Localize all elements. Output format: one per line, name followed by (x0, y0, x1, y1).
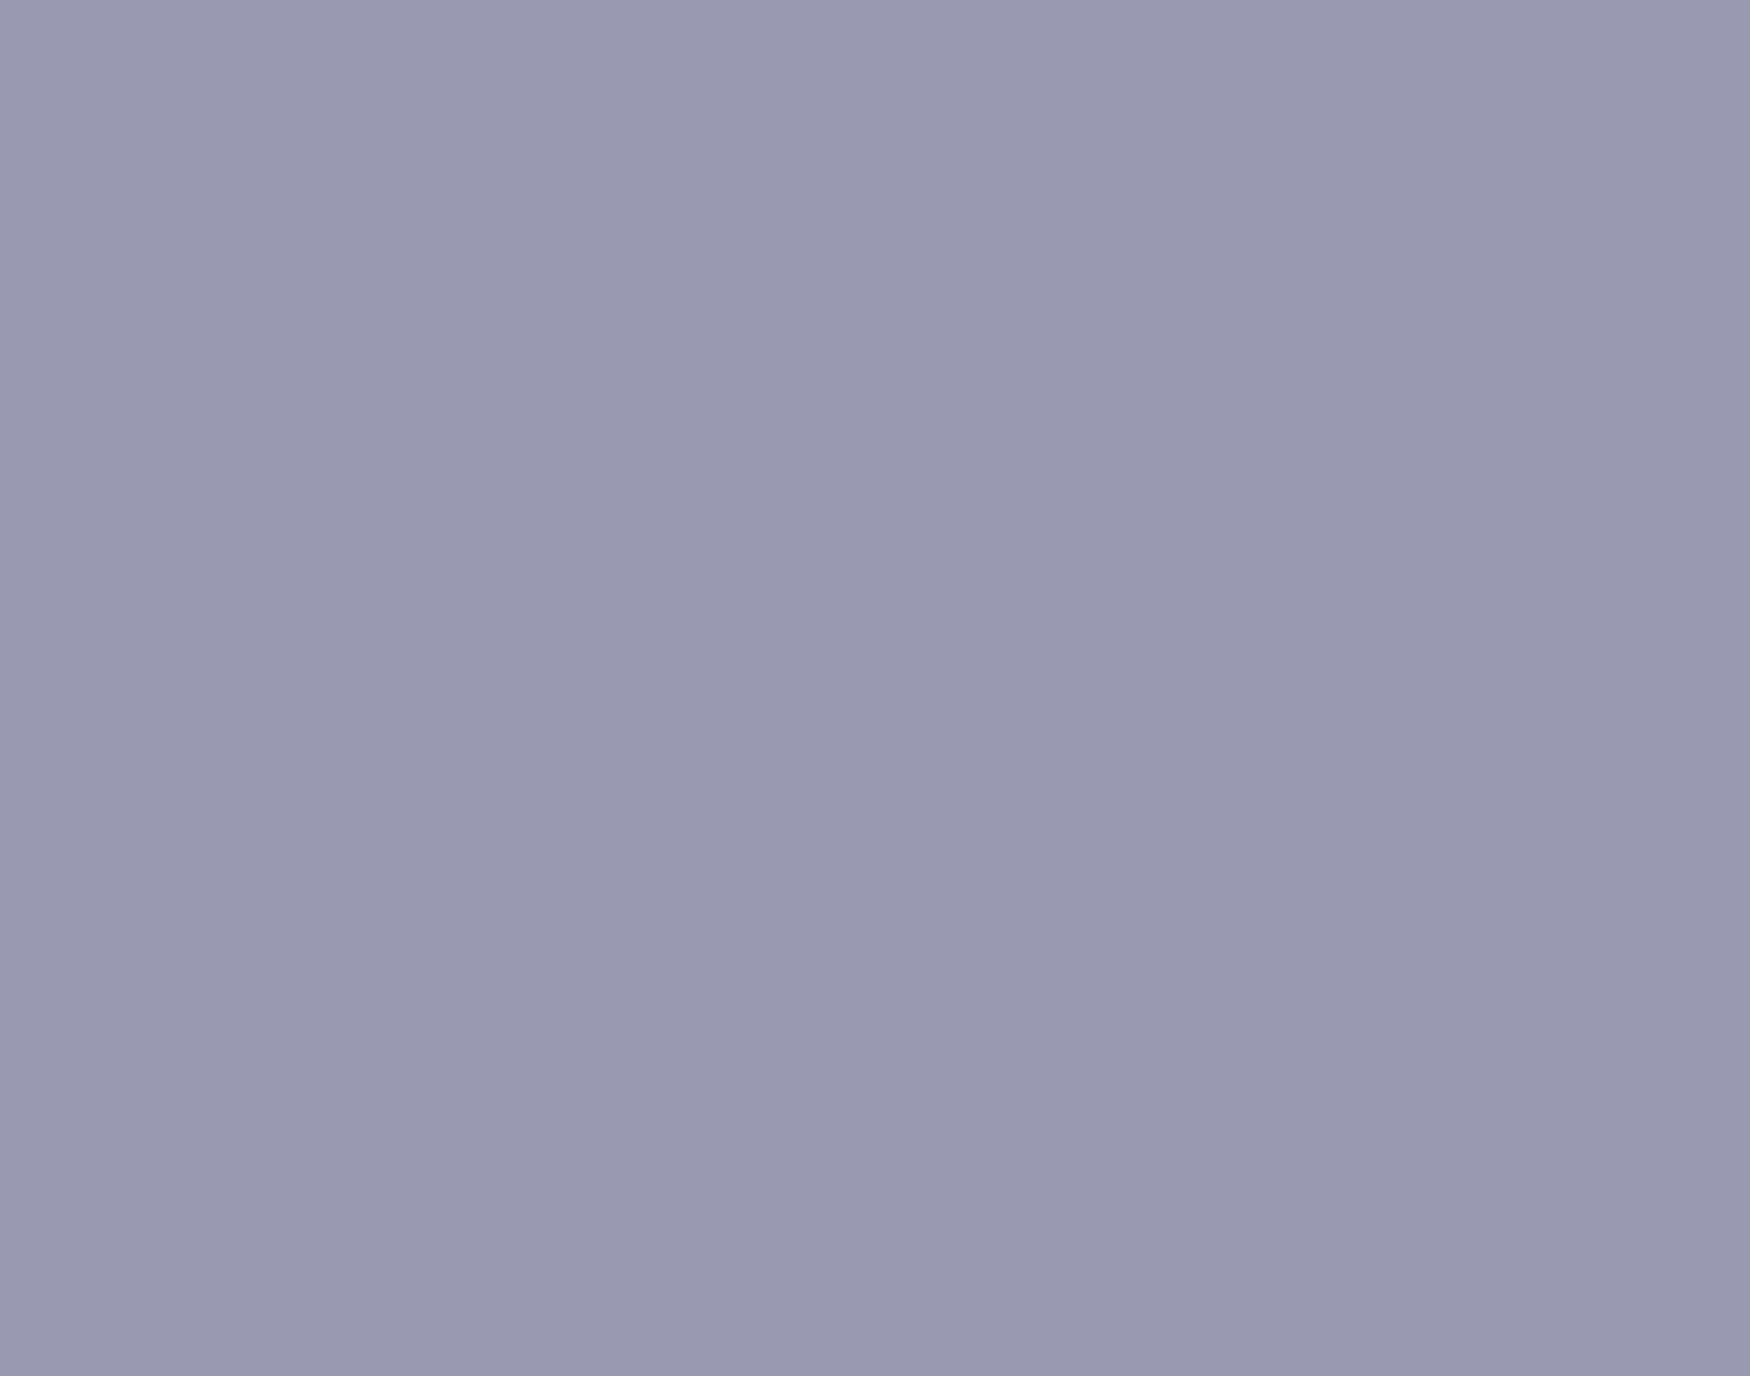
gene-network-figure (0, 0, 300, 150)
